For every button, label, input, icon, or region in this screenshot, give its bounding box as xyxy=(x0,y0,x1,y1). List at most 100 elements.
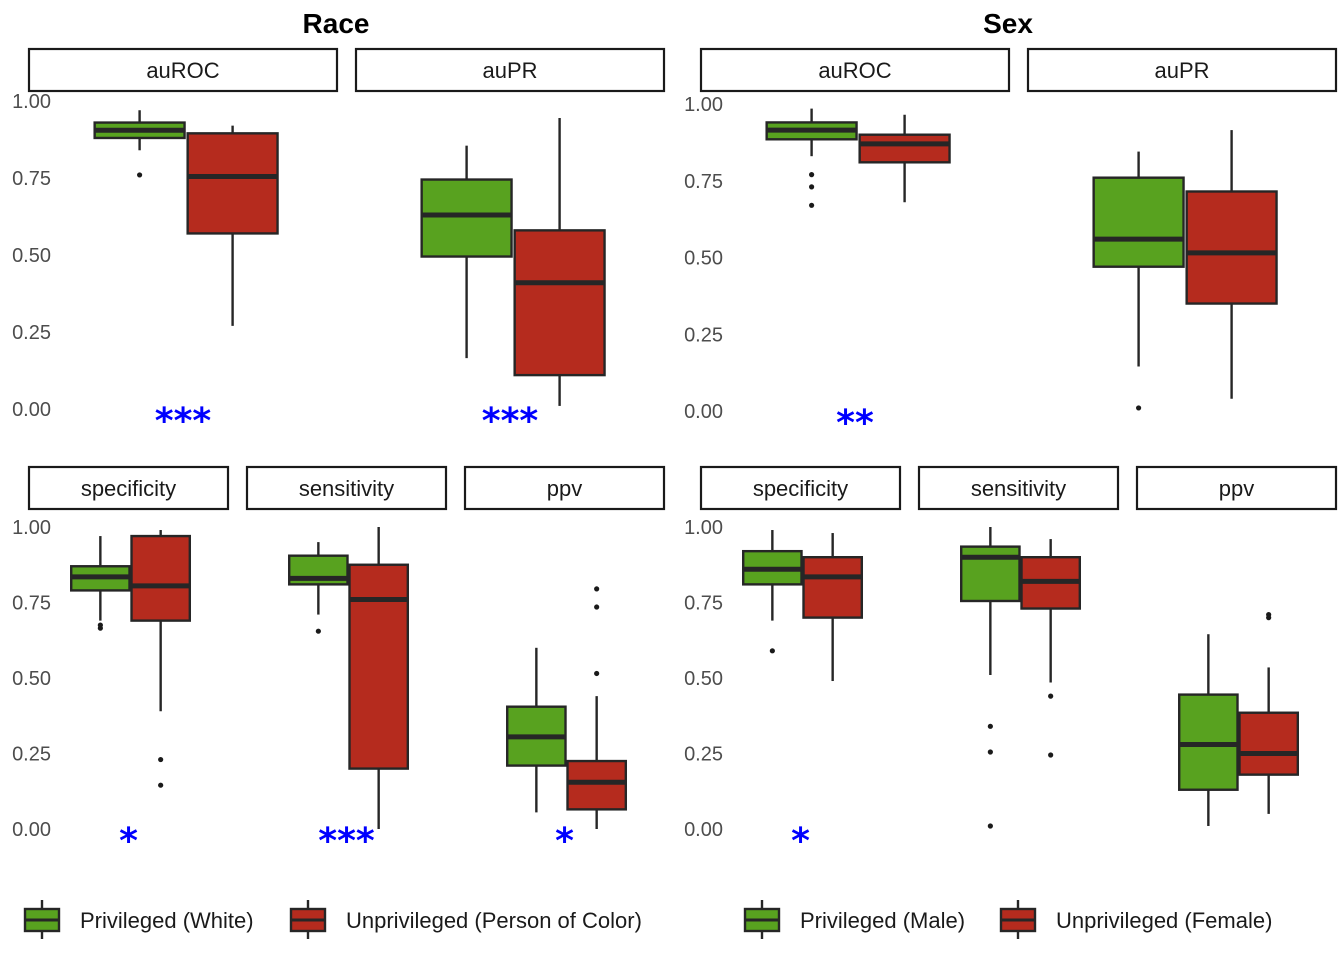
panel-sensitivity: sensitivity *** xyxy=(245,465,448,862)
outlier-point xyxy=(809,184,815,190)
strip-box xyxy=(245,465,448,511)
significance-marker: *** xyxy=(155,401,212,442)
outlier-point xyxy=(1266,611,1272,618)
legend: Privileged (Male) Unprivileged (Female) xyxy=(743,900,1272,939)
box-privileged xyxy=(93,110,186,178)
box-iqr xyxy=(513,229,606,377)
box-privileged xyxy=(1092,151,1185,411)
strip-box xyxy=(354,47,666,93)
strip-label: sensitivity xyxy=(299,476,394,501)
legend: Privileged (White) Unprivileged (Person o… xyxy=(23,900,642,939)
legend-key-unprivileged xyxy=(289,900,327,939)
box-unprivileged xyxy=(513,117,606,406)
box-privileged xyxy=(506,647,567,813)
panel-specificity: specificity * xyxy=(699,465,902,862)
box-unprivileged xyxy=(130,530,192,788)
box-unprivileged xyxy=(1185,130,1278,399)
y-tick-label: 0.50 xyxy=(12,245,51,267)
outlier-point xyxy=(158,782,164,788)
outlier-point xyxy=(315,628,321,634)
outlier-point xyxy=(594,586,600,592)
box-iqr xyxy=(802,556,864,619)
outlier-point xyxy=(594,670,600,677)
strip-label: auROC xyxy=(146,58,219,83)
significance-marker: *** xyxy=(482,401,539,442)
significance-marker: *** xyxy=(318,821,375,862)
outlier-point xyxy=(809,172,815,178)
panel-auPR: auPR xyxy=(1026,47,1338,411)
y-tick-label: 0.00 xyxy=(684,401,723,423)
panel-auROC: auROC *** xyxy=(27,47,339,442)
y-tick-label: 0.50 xyxy=(684,248,723,270)
box-iqr xyxy=(1092,176,1185,268)
group-title: Race xyxy=(303,8,370,39)
strip-label: specificity xyxy=(81,476,176,501)
box-unprivileged xyxy=(802,533,864,682)
box-privileged xyxy=(420,145,513,359)
y-tick-label: 1.00 xyxy=(684,517,723,539)
box-privileged xyxy=(960,527,1021,829)
outlier-point xyxy=(137,172,143,178)
outlier-point xyxy=(987,723,993,729)
strip-label: ppv xyxy=(547,476,582,501)
box-iqr xyxy=(348,563,410,770)
y-tick-label: 0.25 xyxy=(12,322,51,344)
group-sex: Sex 0.00 0.25 0.50 0.75 1.00 auROC ** auPR 0.00 0.… xyxy=(684,8,1338,939)
strip-box xyxy=(699,465,902,511)
box-unprivileged xyxy=(566,586,628,829)
significance-marker: * xyxy=(791,821,810,862)
panel-auROC: auROC ** xyxy=(699,47,1011,444)
y-tick-label: 0.75 xyxy=(12,593,51,615)
outlier-point xyxy=(1048,693,1054,699)
y-tick-label: 1.00 xyxy=(684,94,723,116)
y-tick-label: 0.00 xyxy=(12,399,51,421)
strip-box xyxy=(27,465,230,511)
strip-box xyxy=(917,465,1120,511)
y-tick-label: 1.00 xyxy=(12,91,51,113)
box-iqr xyxy=(130,534,192,622)
outlier-point xyxy=(97,622,103,628)
outlier-point xyxy=(987,749,993,755)
legend-label: Privileged (Male) xyxy=(800,908,965,933)
strip-box xyxy=(1135,465,1338,511)
box-unprivileged xyxy=(348,527,410,829)
significance-marker: ** xyxy=(836,403,874,444)
outlier-point xyxy=(594,604,600,610)
legend-key-privileged xyxy=(23,900,61,939)
y-tick-label: 0.25 xyxy=(684,744,723,766)
strip-box xyxy=(1026,47,1338,93)
significance-marker: * xyxy=(555,821,574,862)
group-race: Race 0.00 0.25 0.50 0.75 1.00 auROC *** auPR *** 0… xyxy=(12,8,666,939)
strip-label: auPR xyxy=(482,58,537,83)
y-tick-label: 0.50 xyxy=(12,668,51,690)
box-iqr xyxy=(420,178,513,258)
box-unprivileged xyxy=(186,125,279,326)
panel-auPR: auPR *** xyxy=(354,47,666,442)
outlier-point xyxy=(1136,405,1142,411)
box-privileged xyxy=(288,542,349,634)
significance-marker: * xyxy=(119,821,138,862)
box-privileged xyxy=(742,530,803,654)
outlier-point xyxy=(769,648,775,654)
box-iqr xyxy=(1238,711,1300,776)
box-privileged xyxy=(1178,634,1239,826)
strip-label: specificity xyxy=(753,476,848,501)
y-tick-label: 1.00 xyxy=(12,517,51,539)
outlier-point xyxy=(987,823,993,829)
box-iqr xyxy=(858,133,951,164)
outlier-point xyxy=(158,756,164,763)
box-unprivileged xyxy=(1238,611,1300,814)
box-iqr xyxy=(566,759,628,811)
legend-label: Unprivileged (Female) xyxy=(1056,908,1272,933)
y-tick-label: 0.75 xyxy=(684,593,723,615)
y-tick-label: 0.25 xyxy=(684,324,723,346)
panel-ppv: ppv * xyxy=(463,465,666,862)
y-tick-label: 0.75 xyxy=(12,168,51,190)
strip-box xyxy=(463,465,666,511)
panel-specificity: specificity * xyxy=(27,465,230,862)
strip-box xyxy=(27,47,339,93)
box-privileged xyxy=(70,536,131,631)
strip-label: auROC xyxy=(818,58,891,83)
box-unprivileged xyxy=(858,114,951,203)
